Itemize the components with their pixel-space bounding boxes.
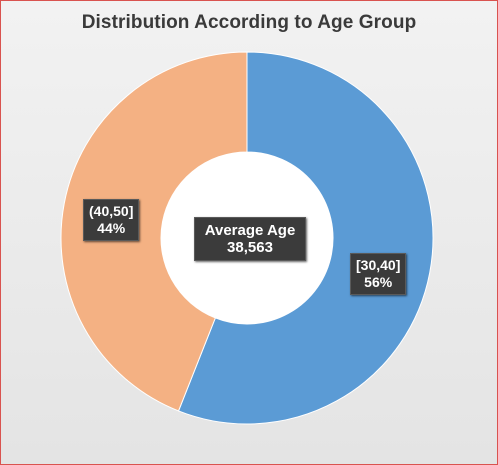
data-label-percent: 44% (97, 220, 126, 236)
data-label-category: (40,50] (89, 203, 134, 219)
data-label-category: [30,40] (356, 257, 401, 273)
data-label-30-40: [30,40] 56% (350, 253, 407, 295)
data-label-percent: 56% (364, 274, 393, 290)
data-label-40-50: (40,50] 44% (83, 199, 140, 241)
center-label-value: 38,563 (227, 239, 273, 256)
center-label: Average Age 38,563 (194, 217, 306, 261)
center-label-title: Average Age (204, 222, 296, 239)
chart-title: Distribution According to Age Group (81, 12, 417, 33)
